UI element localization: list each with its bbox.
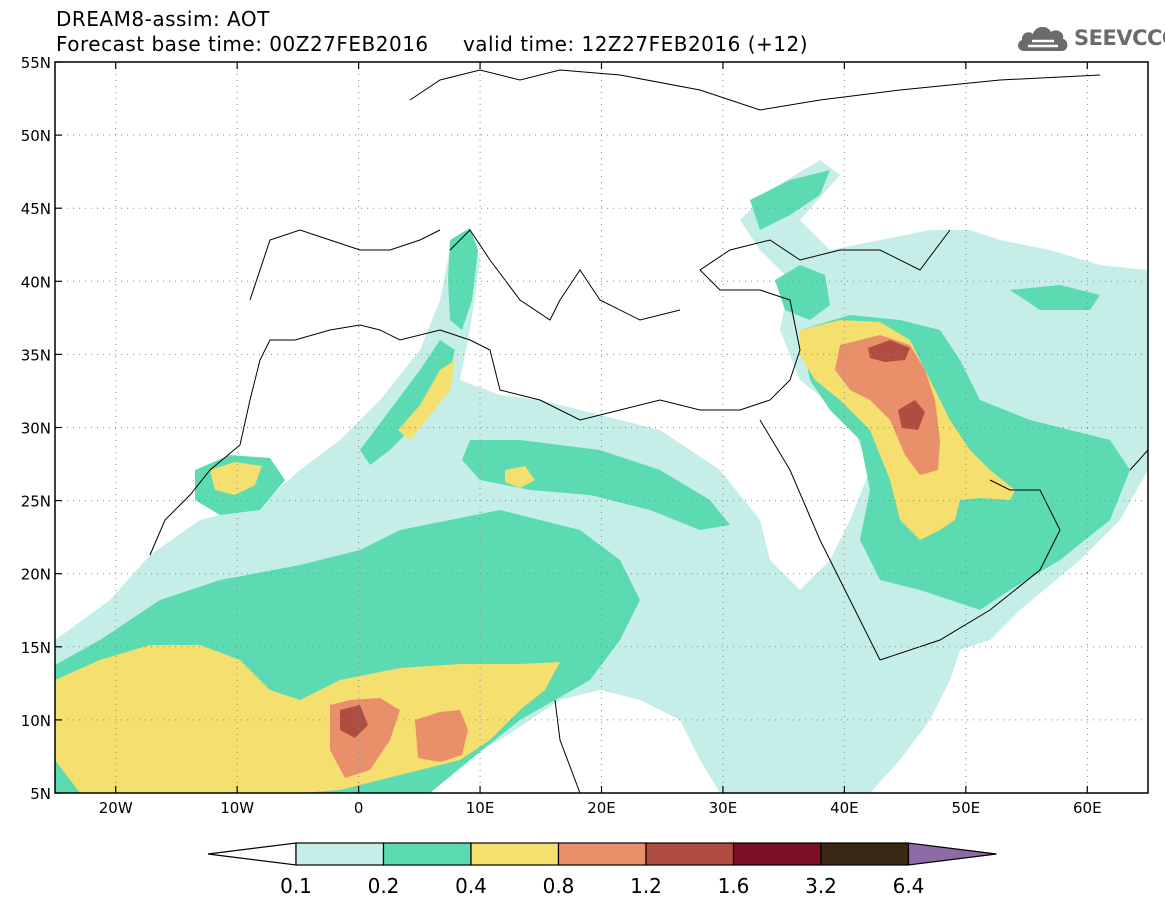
lat-tick-label: 15N bbox=[21, 639, 51, 657]
aot-region-1.2 bbox=[340, 705, 368, 738]
aot-region-0.4 bbox=[398, 360, 455, 440]
colorbar-label: 0.2 bbox=[368, 874, 400, 898]
logo: SEEVCCC bbox=[1016, 22, 1165, 54]
lon-tick-label: 10E bbox=[466, 799, 495, 817]
lon-tick-label: 20E bbox=[587, 799, 616, 817]
aot-region-0.8 bbox=[835, 335, 940, 475]
lat-axis: 55N 50N 45N 40N 35N 30N 25N 20N 15N 10N 5N bbox=[21, 54, 62, 803]
colorbar-bin bbox=[732, 842, 822, 866]
colorbar-bin bbox=[382, 842, 472, 866]
colorbar-label: 3.2 bbox=[805, 874, 837, 898]
lat-tick-label: 35N bbox=[21, 346, 51, 364]
colorbar-label: 6.4 bbox=[893, 874, 925, 898]
aot-region-0.2 bbox=[750, 170, 830, 230]
colorbar-bin bbox=[557, 842, 647, 866]
lat-tick-label: 5N bbox=[30, 785, 51, 803]
aot-region-1.2 bbox=[868, 340, 910, 362]
lat-tick-label: 10N bbox=[21, 712, 51, 730]
colorbar-label: 0.8 bbox=[543, 874, 575, 898]
lon-axis: 20W 10W 0 10E 20E 30E 40E 50E 60E bbox=[99, 62, 1102, 817]
colorbar: 0.1 0.2 0.4 0.8 1.2 1.6 3.2 6.4 bbox=[207, 842, 997, 898]
lon-tick-label: 10W bbox=[220, 799, 254, 817]
aot-region-0.4 bbox=[505, 466, 535, 488]
aot-region-0.2 bbox=[1010, 285, 1100, 310]
colorbar-bin bbox=[470, 842, 560, 866]
colorbar-bin bbox=[295, 842, 385, 866]
colorbar-label: 1.6 bbox=[718, 874, 750, 898]
colorbar-above-triangle bbox=[907, 842, 997, 866]
lon-tick-label: 0 bbox=[354, 799, 364, 817]
lat-tick-label: 45N bbox=[21, 200, 51, 218]
aot-region-1.2 bbox=[898, 400, 925, 430]
map-grid bbox=[55, 62, 1148, 793]
lon-tick-label: 40E bbox=[830, 799, 859, 817]
lat-tick-label: 50N bbox=[21, 127, 51, 145]
lat-tick-label: 40N bbox=[21, 273, 51, 291]
lon-tick-label: 50E bbox=[952, 799, 981, 817]
aot-region-0.4 bbox=[210, 462, 262, 495]
lat-tick-label: 55N bbox=[21, 54, 51, 72]
aot-region-0.2 bbox=[462, 440, 730, 530]
lon-tick-label: 60E bbox=[1073, 799, 1102, 817]
lat-tick-label: 30N bbox=[21, 420, 51, 438]
lon-tick-label: 30E bbox=[709, 799, 738, 817]
coastlines bbox=[149, 69, 1148, 793]
aot-region-0.2 bbox=[448, 228, 478, 330]
colorbar-bin bbox=[820, 842, 910, 866]
colorbar-label: 0.4 bbox=[455, 874, 487, 898]
colorbar-label: 0.1 bbox=[280, 874, 312, 898]
lon-tick-label: 20W bbox=[99, 799, 133, 817]
chart-title-line2: Forecast base time: 00Z27FEB2016 valid t… bbox=[56, 32, 809, 56]
colorbar-below-triangle bbox=[207, 842, 297, 866]
lat-tick-label: 20N bbox=[21, 566, 51, 584]
colorbar-bin bbox=[645, 842, 735, 866]
colorbar-label: 1.2 bbox=[630, 874, 662, 898]
chart-title-line1: DREAM8-assim: AOT bbox=[56, 7, 270, 31]
aot-region-0.2 bbox=[360, 340, 455, 465]
lat-tick-label: 25N bbox=[21, 493, 51, 511]
logo-text: SEEVCCC bbox=[1074, 26, 1165, 50]
aot-region-0.2 bbox=[775, 265, 830, 320]
aot-region-0.8 bbox=[415, 710, 468, 762]
cloud-icon bbox=[1018, 26, 1068, 51]
